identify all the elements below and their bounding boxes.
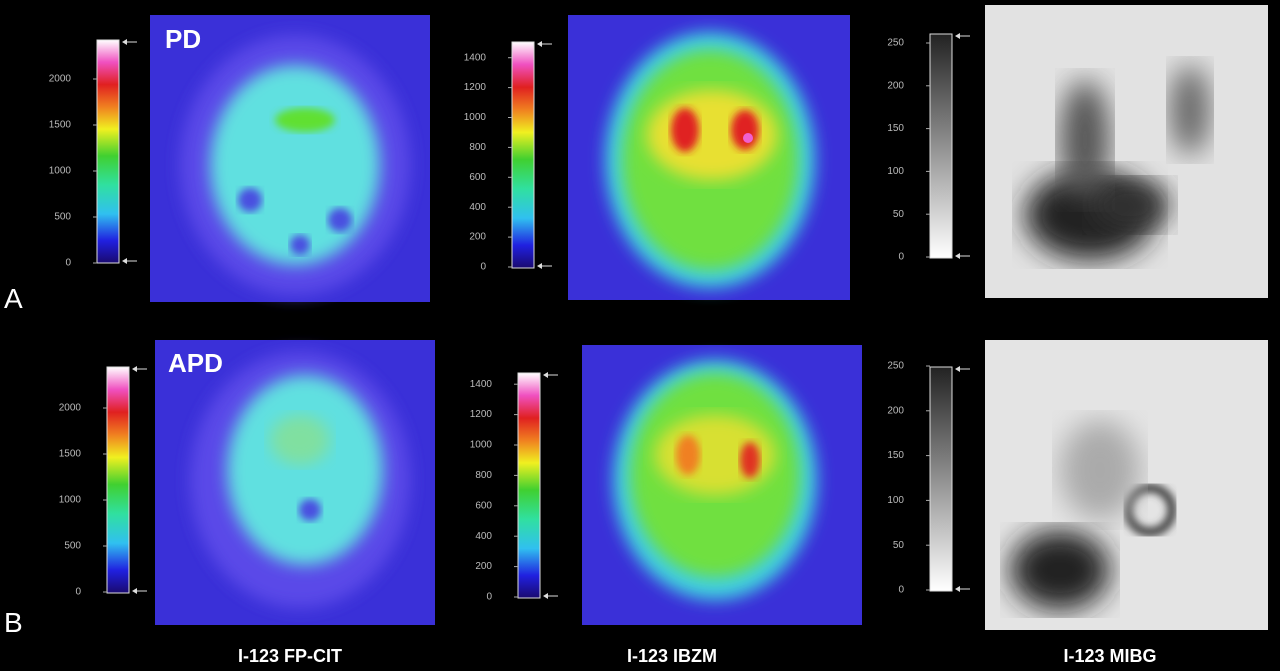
panel-label: APD	[168, 348, 223, 378]
tick-label: 800	[475, 470, 492, 481]
color-bar	[511, 41, 535, 269]
tick-label: 600	[475, 500, 492, 511]
arrow-head	[537, 263, 542, 269]
caption: I-123 FP-CIT	[238, 646, 342, 666]
tick-label: 1500	[59, 449, 82, 460]
tick-label: 100	[887, 495, 904, 506]
color-bar	[517, 372, 541, 599]
arrow-head	[122, 258, 127, 264]
tick-label: 50	[893, 540, 905, 551]
tick-label: 1200	[470, 409, 493, 420]
panel-label: PD	[165, 24, 201, 54]
tick-label: 250	[887, 361, 904, 372]
row-label: A	[4, 283, 23, 314]
scan-fpcit-a	[150, 15, 430, 302]
tick-label: 2000	[49, 74, 72, 85]
scan-ibzm-a	[568, 15, 850, 300]
arrow-head	[132, 588, 137, 594]
arrow-head	[122, 39, 127, 45]
tick-label: 500	[64, 541, 81, 552]
color-bar	[929, 33, 953, 259]
row-label: B	[4, 607, 23, 638]
tick-label: 0	[480, 262, 486, 273]
scan-ibzm-b	[582, 345, 862, 625]
scan-mibg-a	[985, 5, 1268, 298]
arrow-head	[543, 372, 548, 378]
scan-fpcit-b	[155, 340, 435, 625]
arrow-head	[132, 366, 137, 372]
color-bar	[929, 366, 953, 592]
tick-label: 200	[475, 561, 492, 572]
caption: I-123 IBZM	[627, 646, 717, 666]
tick-label: 150	[887, 450, 904, 461]
arrow-head	[955, 366, 960, 372]
arrow-head	[955, 33, 960, 39]
arrow-head	[543, 593, 548, 599]
tick-label: 400	[475, 531, 492, 542]
tick-label: 0	[65, 258, 71, 269]
caption: I-123 MIBG	[1063, 646, 1156, 666]
tick-label: 1200	[464, 82, 487, 93]
tick-label: 1400	[470, 379, 493, 390]
tick-label: 50	[893, 209, 905, 220]
scan-mibg-b	[985, 340, 1268, 630]
color-bar	[96, 39, 120, 264]
tick-label: 800	[469, 142, 486, 153]
tick-label: 0	[75, 587, 81, 598]
tick-label: 1000	[464, 112, 487, 123]
arrow-head	[955, 586, 960, 592]
tick-label: 2000	[59, 403, 82, 414]
tick-label: 200	[469, 232, 486, 243]
arrow-head	[955, 253, 960, 259]
tick-label: 200	[887, 405, 904, 416]
tick-label: 1000	[470, 440, 493, 451]
tick-label: 400	[469, 202, 486, 213]
tick-label: 500	[54, 212, 71, 223]
tick-label: 200	[887, 80, 904, 91]
tick-label: 1000	[49, 166, 72, 177]
color-bar	[106, 366, 130, 594]
tick-label: 600	[469, 172, 486, 183]
tick-label: 1400	[464, 52, 487, 63]
tick-label: 0	[898, 585, 904, 596]
tick-label: 1000	[59, 495, 82, 506]
tick-label: 0	[898, 252, 904, 263]
tick-label: 1500	[49, 120, 72, 131]
tick-label: 150	[887, 123, 904, 134]
tick-label: 250	[887, 38, 904, 49]
arrow-head	[537, 41, 542, 47]
tick-label: 100	[887, 166, 904, 177]
tick-label: 0	[486, 592, 492, 603]
